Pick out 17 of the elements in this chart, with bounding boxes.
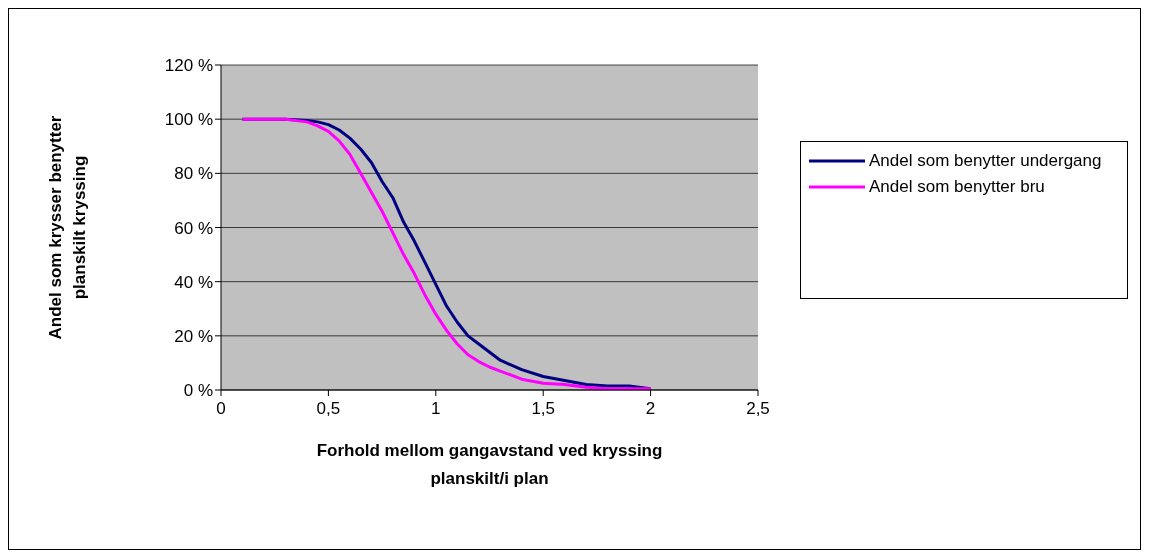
x-tick-label: 1 — [431, 399, 441, 419]
y-tick-label: 120 % — [164, 56, 213, 76]
x-tick-label: 0 — [216, 399, 226, 419]
x-tick-label: 2 — [645, 399, 656, 419]
x-axis-title: Forhold mellom gangavstand ved kryssing planskilt/i plan — [316, 441, 663, 488]
y-tick-label: 20 % — [174, 326, 213, 346]
y-tick-label: 100 % — [164, 110, 213, 130]
x-tick-label: 1,5 — [531, 399, 556, 419]
legend-label: Andel som benytter undergang — [869, 150, 1103, 172]
y-axis-title: Andel som krysser benytter planskilt kryssing — [46, 115, 89, 340]
y-tick-label: 60 % — [174, 218, 213, 238]
x-tick-label: 0,5 — [316, 399, 341, 419]
legend-label: Andel som benytter bru — [869, 176, 1046, 198]
y-tick-label: 0 % — [183, 381, 213, 401]
y-tick-label: 40 % — [174, 272, 213, 292]
y-tick-label: 80 % — [174, 164, 213, 184]
x-tick-label: 2,5 — [746, 399, 770, 419]
